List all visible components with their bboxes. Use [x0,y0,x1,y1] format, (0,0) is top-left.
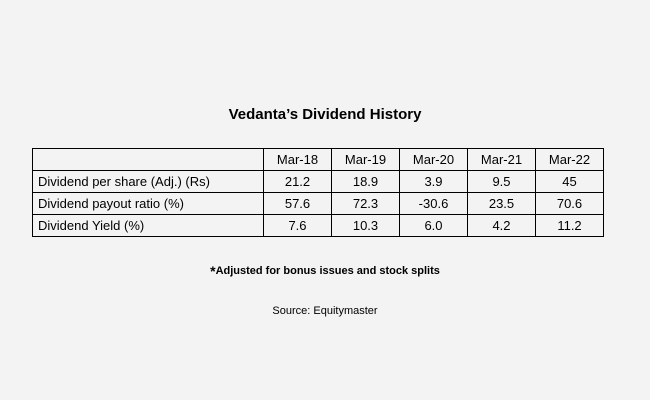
header-row: Mar-18 Mar-19 Mar-20 Mar-21 Mar-22 [32,148,604,171]
table-cell: 72.3 [331,192,400,215]
table-row: Dividend per share (Adj.) (Rs) 21.2 18.9… [32,170,604,193]
table-cell: -30.6 [399,192,468,215]
table-cell: 57.6 [263,192,332,215]
table-cell: 21.2 [263,170,332,193]
table-row: Dividend Yield (%) 7.6 10.3 6.0 4.2 11.2 [32,214,604,237]
table-cell: 9.5 [467,170,536,193]
table-cell: 23.5 [467,192,536,215]
table-cell: 45 [535,170,604,193]
dividend-table: Mar-18 Mar-19 Mar-20 Mar-21 Mar-22 Divid… [32,148,604,237]
table-cell: 6.0 [399,214,468,237]
table-cell: 3.9 [399,170,468,193]
footnote-text: Adjusted for bonus issues and stock spli… [215,265,440,277]
table-cell: 18.9 [331,170,400,193]
table-cell: 4.2 [467,214,536,237]
footnote-mark: * [210,263,216,279]
table-row: Dividend payout ratio (%) 57.6 72.3 -30.… [32,192,604,215]
header-cell-empty [32,148,264,171]
header-cell-mar-18: Mar-18 [263,148,332,171]
header-cell-mar-21: Mar-21 [467,148,536,171]
table-cell: 11.2 [535,214,604,237]
header-cell-mar-22: Mar-22 [535,148,604,171]
row-label: Dividend Yield (%) [32,214,264,237]
row-label: Dividend payout ratio (%) [32,192,264,215]
table-cell: 70.6 [535,192,604,215]
source-note: Source: Equitymaster [272,305,378,317]
table-cell: 10.3 [331,214,400,237]
footnote: *Adjusted for bonus issues and stock spl… [0,263,650,279]
chart-title: Vedanta’s Dividend History [228,106,422,123]
table-cell: 7.6 [263,214,332,237]
header-cell-mar-19: Mar-19 [331,148,400,171]
header-cell-mar-20: Mar-20 [399,148,468,171]
row-label: Dividend per share (Adj.) (Rs) [32,170,264,193]
